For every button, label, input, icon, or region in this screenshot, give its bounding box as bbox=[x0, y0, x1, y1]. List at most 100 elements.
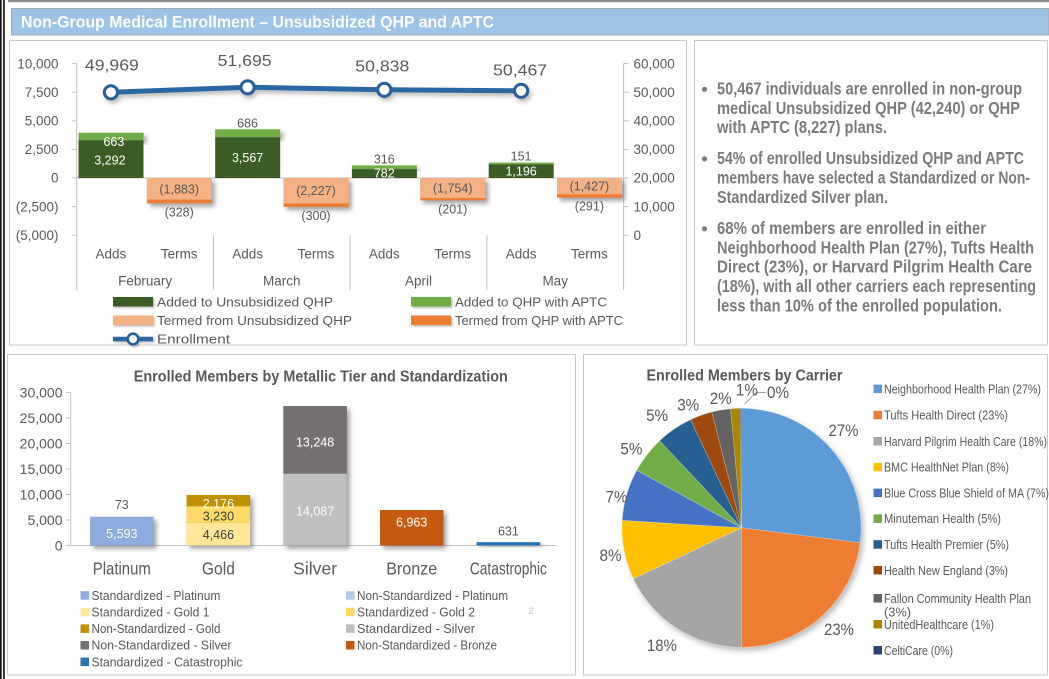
svg-text:Terms: Terms bbox=[161, 247, 198, 262]
svg-text:Terms: Terms bbox=[298, 247, 335, 262]
svg-text:13,248: 13,248 bbox=[296, 436, 334, 450]
svg-text:30,000: 30,000 bbox=[20, 384, 63, 400]
svg-text:Standardized - Gold 2: Standardized - Gold 2 bbox=[357, 605, 475, 620]
svg-text:15,000: 15,000 bbox=[20, 461, 63, 477]
svg-text:Bronze: Bronze bbox=[386, 559, 437, 579]
svg-text:less than 10% of the enrolled: less than 10% of the enrolled population… bbox=[717, 295, 1002, 315]
svg-text:Platinum: Platinum bbox=[93, 559, 151, 579]
svg-text:25,000: 25,000 bbox=[20, 410, 63, 426]
svg-text:20,000: 20,000 bbox=[634, 171, 675, 186]
svg-text:23%: 23% bbox=[824, 621, 854, 639]
svg-text:Terms: Terms bbox=[571, 247, 608, 262]
svg-text:49,969: 49,969 bbox=[85, 57, 139, 74]
svg-text:30,000: 30,000 bbox=[634, 142, 675, 157]
svg-text:Harvard Pilgrim Health Care (1: Harvard Pilgrim Health Care (18%) bbox=[884, 434, 1047, 449]
svg-text:663: 663 bbox=[103, 135, 124, 149]
svg-text:0%: 0% bbox=[767, 384, 789, 402]
svg-text:February: February bbox=[118, 274, 172, 289]
svg-text:Fallon Community Health Plan: Fallon Community Health Plan bbox=[884, 591, 1031, 606]
svg-text:782: 782 bbox=[374, 167, 395, 181]
svg-text:Adds: Adds bbox=[369, 247, 400, 262]
svg-text:40,000: 40,000 bbox=[634, 114, 675, 129]
svg-text:medical Unsubsidized QHP (42,2: medical Unsubsidized QHP (42,240) or QHP bbox=[717, 98, 1020, 118]
svg-text:(1,427): (1,427) bbox=[570, 180, 610, 194]
svg-text:(5,000): (5,000) bbox=[16, 228, 59, 243]
svg-text:Non-Standardized - Gold: Non-Standardized - Gold bbox=[92, 621, 221, 636]
svg-text:Added to Unsubsidized QHP: Added to Unsubsidized QHP bbox=[157, 295, 333, 310]
svg-text:UnitedHealthcare (1%): UnitedHealthcare (1%) bbox=[884, 617, 994, 632]
svg-text:Terms: Terms bbox=[434, 247, 471, 262]
svg-text:(2,500): (2,500) bbox=[16, 199, 59, 214]
svg-text:10,000: 10,000 bbox=[634, 199, 675, 214]
svg-text:members have selected a Standa: members have selected a Standardized or … bbox=[717, 168, 1030, 188]
svg-text:50,467 individuals are enrolle: 50,467 individuals are enrolled in non-g… bbox=[717, 79, 1022, 99]
svg-text:68% of members are enrolled in: 68% of members are enrolled in either bbox=[717, 218, 986, 238]
svg-text:50,467: 50,467 bbox=[493, 62, 547, 79]
svg-text:5,593: 5,593 bbox=[106, 527, 137, 541]
svg-text:3,292: 3,292 bbox=[94, 154, 125, 168]
svg-text:Gold: Gold bbox=[202, 559, 235, 579]
svg-text:Standardized - Catastrophic: Standardized - Catastrophic bbox=[92, 654, 244, 669]
svg-text:2: 2 bbox=[528, 606, 533, 617]
svg-text:March: March bbox=[263, 274, 301, 289]
svg-text:2%: 2% bbox=[710, 390, 732, 408]
svg-text:(1,883): (1,883) bbox=[159, 182, 199, 196]
svg-text:10,000: 10,000 bbox=[17, 56, 58, 71]
svg-text:3,567: 3,567 bbox=[232, 151, 263, 165]
svg-text:Direct (23%), or Harvard Pilgr: Direct (23%), or Harvard Pilgrim Health … bbox=[717, 257, 1032, 277]
svg-text:0: 0 bbox=[634, 228, 642, 243]
svg-text:Adds: Adds bbox=[232, 247, 263, 262]
svg-text:Adds: Adds bbox=[96, 247, 127, 262]
svg-text:51,695: 51,695 bbox=[218, 53, 272, 70]
svg-text:5,000: 5,000 bbox=[27, 512, 62, 528]
svg-text:Standardized Silver plan.: Standardized Silver plan. bbox=[717, 187, 888, 207]
svg-text:8%: 8% bbox=[600, 547, 622, 565]
svg-text:2,500: 2,500 bbox=[25, 142, 59, 157]
svg-text:Non-Standardized - Platinum: Non-Standardized - Platinum bbox=[357, 588, 508, 603]
svg-text:Non-Standardized - Silver: Non-Standardized - Silver bbox=[92, 638, 233, 653]
svg-text:7,500: 7,500 bbox=[25, 85, 59, 100]
svg-text:Termed from QHP with APTC: Termed from QHP with APTC bbox=[455, 313, 623, 328]
svg-text:Minuteman Health (5%): Minuteman Health (5%) bbox=[884, 511, 1001, 526]
svg-text:Catastrophic: Catastrophic bbox=[470, 559, 547, 579]
svg-text:10,000: 10,000 bbox=[20, 486, 63, 502]
svg-text:14,087: 14,087 bbox=[296, 504, 334, 518]
svg-text:(2,227): (2,227) bbox=[296, 184, 336, 198]
svg-text:BMC HealthNet Plan (8%): BMC HealthNet Plan (8%) bbox=[884, 460, 1009, 475]
svg-text:316: 316 bbox=[374, 152, 395, 166]
svg-text:60,000: 60,000 bbox=[634, 56, 675, 71]
svg-text:686: 686 bbox=[237, 116, 258, 130]
svg-text:27%: 27% bbox=[829, 422, 859, 440]
svg-text:Adds: Adds bbox=[506, 247, 537, 262]
svg-text:0: 0 bbox=[51, 171, 59, 186]
svg-text:6,963: 6,963 bbox=[396, 516, 427, 530]
svg-text:Enrolled Members by Carrier: Enrolled Members by Carrier bbox=[647, 368, 843, 385]
svg-text:3%: 3% bbox=[677, 397, 699, 415]
svg-text:CeltiCare (0%): CeltiCare (0%) bbox=[884, 643, 953, 658]
svg-text:18%: 18% bbox=[647, 637, 677, 655]
svg-text:Health New England (3%): Health New England (3%) bbox=[884, 563, 1008, 578]
svg-text:151: 151 bbox=[511, 150, 532, 164]
svg-text:Standardized - Gold 1: Standardized - Gold 1 bbox=[92, 605, 210, 620]
svg-text:(328): (328) bbox=[165, 205, 194, 219]
svg-text:0: 0 bbox=[55, 537, 63, 553]
svg-text:(291): (291) bbox=[575, 200, 604, 214]
svg-text:(3%): (3%) bbox=[884, 605, 911, 620]
svg-text:4,466: 4,466 bbox=[203, 528, 234, 542]
svg-text:3,230: 3,230 bbox=[203, 510, 234, 524]
svg-text:(201): (201) bbox=[438, 202, 467, 216]
svg-text:73: 73 bbox=[115, 498, 129, 512]
svg-text:Neighborhood Health Plan (27%): Neighborhood Health Plan (27%) bbox=[884, 381, 1041, 396]
svg-text:Tufts Health Direct (23%): Tufts Health Direct (23%) bbox=[884, 408, 1008, 423]
svg-text:7%: 7% bbox=[606, 488, 628, 506]
svg-text:Termed from Unsubsidized QHP: Termed from Unsubsidized QHP bbox=[157, 313, 352, 328]
svg-text:Non-Standardized - Bronze: Non-Standardized - Bronze bbox=[357, 638, 497, 653]
svg-text:Non-Group Medical Enrollment –: Non-Group Medical Enrollment – Unsubsidi… bbox=[21, 13, 494, 31]
svg-text:Added to QHP with APTC: Added to QHP with APTC bbox=[455, 295, 607, 310]
svg-text:1,196: 1,196 bbox=[505, 165, 536, 179]
svg-text:May: May bbox=[542, 274, 568, 289]
svg-text:April: April bbox=[405, 274, 432, 289]
svg-text:(300): (300) bbox=[301, 209, 330, 223]
svg-text:54% of enrolled Unsubsidized Q: 54% of enrolled Unsubsidized QHP and APT… bbox=[717, 148, 1024, 168]
svg-text:with APTC (8,227) plans.: with APTC (8,227) plans. bbox=[716, 117, 887, 137]
